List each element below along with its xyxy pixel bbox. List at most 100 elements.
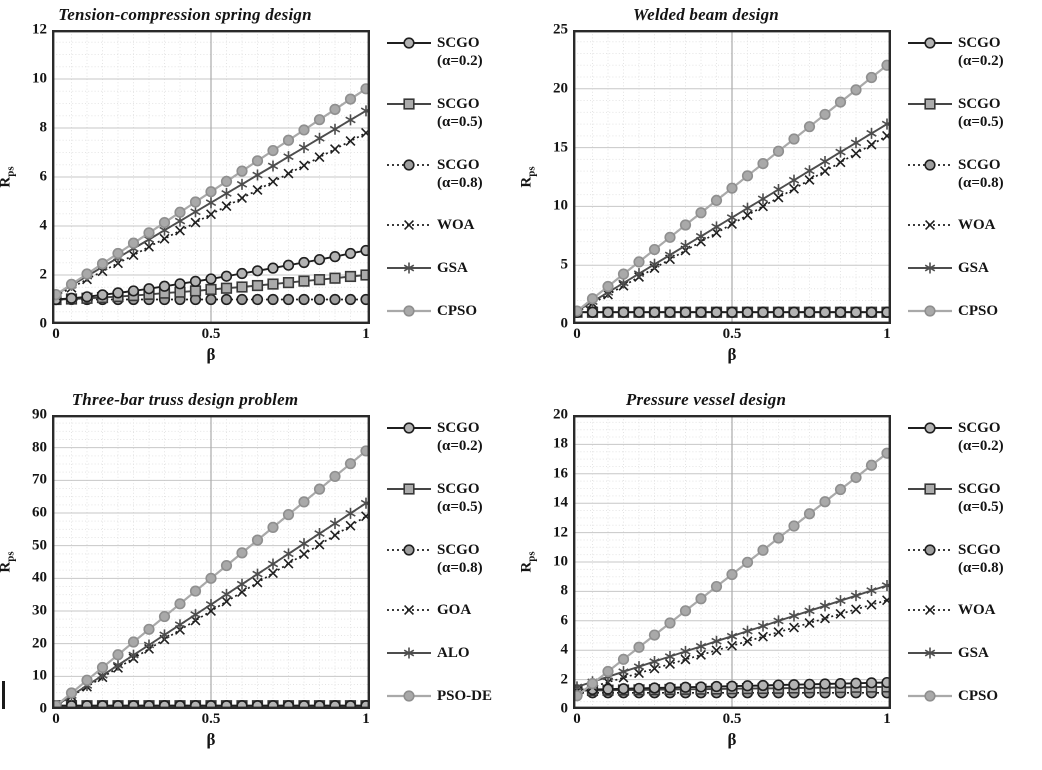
- series-cpso: [52, 83, 370, 301]
- series-cpso: [573, 447, 891, 702]
- legend-item-woa: WOA: [386, 216, 521, 234]
- legend-marker-cpso: [908, 305, 952, 317]
- y-tick-label: 18: [553, 435, 568, 452]
- legend-marker-scgo-a02: [908, 422, 952, 434]
- legend-label: WOA: [958, 602, 996, 619]
- y-axis: Rps 0 2 4 6 8 10 12: [0, 22, 52, 331]
- chart-title: Welded beam design: [633, 5, 779, 24]
- y-axis-label-sub: ps: [4, 166, 17, 177]
- legend-label: SCGO (α=0.8): [958, 156, 1004, 191]
- legend-item-scgo-a02: SCGO (α=0.2): [907, 419, 1042, 455]
- legend-item-scgo-a08: SCGO (α=0.8): [386, 541, 521, 577]
- chart-canvas: [52, 30, 370, 324]
- y-tick-label: 8: [39, 119, 48, 136]
- y-tick-label: 40: [32, 569, 47, 586]
- x-tick-label: 0: [573, 711, 581, 727]
- legend-marker-scgo-a05: [908, 98, 952, 110]
- chart-canvas: [52, 415, 370, 709]
- legend-marker-scgo-a08: [387, 158, 431, 171]
- y-tick-label: 10: [553, 197, 568, 214]
- legend-label: WOA: [958, 217, 996, 234]
- x-axis-label: β: [206, 730, 216, 749]
- legend: SCGO (α=0.2) SCGO (α=0.5) SCGO (α=0.8) WOA GSA C…: [370, 30, 521, 324]
- y-tick-label: 80: [32, 439, 47, 456]
- legend-marker-scgo-a05: [908, 483, 952, 495]
- legend: SCGO (α=0.2) SCGO (α=0.5) SCGO (α=0.8) WOA GSA C…: [891, 415, 1042, 709]
- legend-marker-gsa: [387, 262, 431, 274]
- y-axis-label: Rps: [519, 551, 538, 572]
- legend-label: SCGO (α=0.8): [437, 156, 483, 191]
- x-tick-label: 0.5: [722, 326, 742, 342]
- legend-item-scgo-a05: SCGO (α=0.5): [907, 480, 1042, 516]
- y-tick-label: 10: [32, 667, 47, 684]
- y-axis-label: Rps: [519, 166, 538, 187]
- y-tick-label: 0: [560, 700, 569, 717]
- legend-marker-alo: [387, 647, 431, 659]
- legend-item-gsa: GSA: [907, 644, 1042, 662]
- legend-marker-woa: [908, 605, 952, 616]
- legend-item-pso-de: PSO-DE: [386, 687, 521, 705]
- y-axis: Rps 0 5 10 15 20 25: [519, 22, 573, 331]
- series-scgo-a02: [573, 676, 891, 696]
- legend-marker-pso-de: [387, 690, 431, 702]
- legend-item-cpso: CPSO: [386, 302, 521, 320]
- y-tick-labels: 0 2 4 6 8 10 12 14 16 18 20: [539, 407, 573, 716]
- legend-item-gsa: GSA: [907, 259, 1042, 277]
- legend-item-woa: WOA: [907, 216, 1042, 234]
- x-tick-label: 1: [362, 326, 370, 342]
- legend-item-scgo-a08: SCGO (α=0.8): [386, 156, 521, 192]
- y-tick-label: 60: [32, 504, 47, 521]
- legend-marker-scgo-a08: [908, 158, 952, 171]
- y-tick-label: 4: [39, 217, 48, 234]
- legend-item-gsa: GSA: [386, 259, 521, 277]
- legend-marker-woa: [908, 220, 952, 231]
- y-axis-label-sub: ps: [4, 551, 17, 562]
- legend-label: CPSO: [437, 302, 478, 319]
- gridlines: [574, 416, 890, 708]
- y-axis-label-base: R: [518, 176, 535, 188]
- x-tick-label: 1: [883, 326, 891, 342]
- legend-label: GSA: [958, 260, 989, 277]
- x-tick-labels: 0 0.5 1: [52, 709, 370, 729]
- y-tick-labels: 0 5 10 15 20 25: [539, 22, 573, 331]
- x-tick-labels: 0 0.5 1: [52, 324, 370, 344]
- chart-title: Tension-compression spring design: [58, 5, 312, 24]
- stray-mark: [2, 681, 5, 709]
- y-axis-label-base: R: [0, 177, 14, 188]
- y-axis-label: Rps: [0, 166, 17, 187]
- legend-marker-scgo-a02: [387, 37, 431, 49]
- chart-panel-three-bar-truss: Three-bar truss design problem Rps 01020…: [0, 385, 521, 770]
- y-axis-label: Rps: [0, 551, 17, 572]
- x-tick-label: 0.5: [201, 326, 221, 342]
- y-tick-labels: 0 10 20 30 40 50 60 70 80 90: [18, 407, 52, 716]
- y-tick-label: 6: [560, 612, 569, 629]
- legend-marker-cpso: [908, 690, 952, 702]
- x-tick-label: 0.5: [722, 711, 742, 727]
- x-axis-label: β: [727, 345, 737, 364]
- y-tick-label: 6: [39, 168, 48, 185]
- y-tick-label: 12: [32, 21, 47, 38]
- legend-item-woa: WOA: [907, 601, 1042, 619]
- legend-label: SCGO (α=0.2): [958, 420, 1004, 454]
- legend-marker-gsa: [908, 262, 952, 274]
- plot-border: [52, 415, 370, 709]
- legend-label: ALO: [437, 645, 470, 662]
- x-tick-label: 1: [883, 711, 891, 727]
- legend-label: SCGO (α=0.8): [437, 541, 483, 576]
- y-tick-label: 2: [560, 671, 569, 688]
- series-scgo-a02: [52, 244, 370, 306]
- chart-panel-tension-spring: Tension-compression spring design Rps 0 2…: [0, 0, 521, 385]
- legend-item-scgo-a08: SCGO (α=0.8): [907, 156, 1042, 192]
- series-gsa: [573, 580, 891, 693]
- legend-marker-scgo-a08: [387, 543, 431, 556]
- y-tick-label: 70: [32, 471, 47, 488]
- legend-item-scgo-a05: SCGO (α=0.5): [386, 480, 521, 516]
- y-tick-label: 15: [553, 139, 568, 156]
- legend-item-goa: GOA: [386, 601, 521, 619]
- series-woa: [52, 127, 370, 301]
- plot-area: [573, 415, 891, 709]
- y-axis-label-sub: ps: [525, 166, 538, 177]
- y-tick-label: 25: [553, 21, 568, 38]
